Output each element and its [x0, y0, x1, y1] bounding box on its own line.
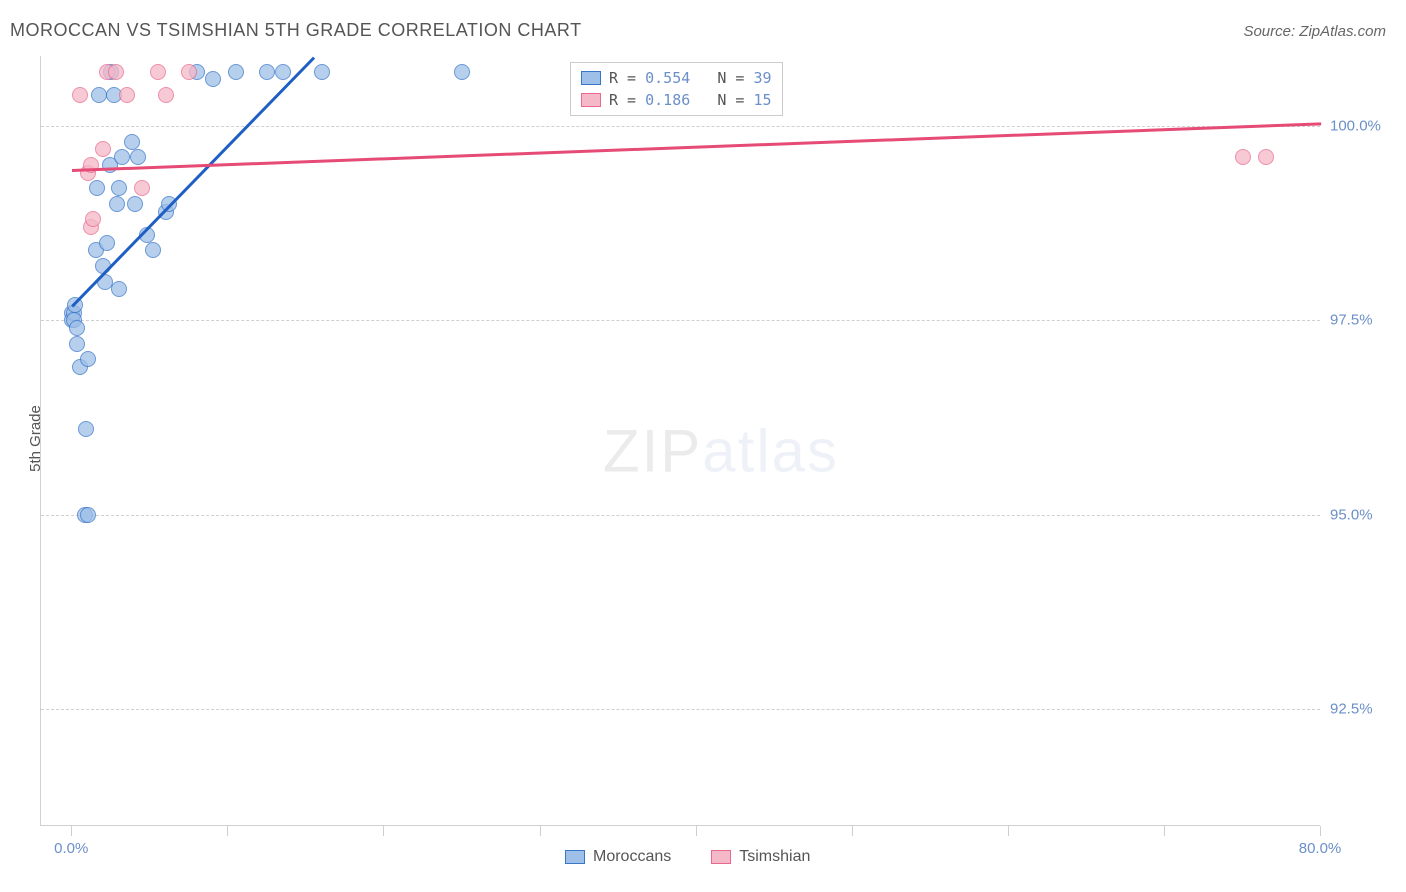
- data-point: [111, 180, 127, 196]
- x-tick-label: 0.0%: [54, 840, 88, 857]
- series-legend: Moroccans Tsimshian: [565, 848, 810, 866]
- chart-source: Source: ZipAtlas.com: [1243, 23, 1386, 40]
- data-point: [85, 211, 101, 227]
- x-tick: [1164, 826, 1165, 836]
- x-tick: [71, 826, 72, 836]
- x-tick: [696, 826, 697, 836]
- data-point: [454, 64, 470, 80]
- legend-item: Moroccans: [565, 848, 671, 866]
- stats-legend-text: R = 0.186 N = 15: [609, 91, 772, 109]
- grid-line: [41, 709, 1320, 710]
- data-point: [99, 235, 115, 251]
- data-point: [89, 180, 105, 196]
- data-point: [275, 64, 291, 80]
- chart-header: MOROCCAN VS TSIMSHIAN 5TH GRADE CORRELAT…: [10, 20, 1386, 41]
- data-point: [80, 507, 96, 523]
- trend-line: [72, 122, 1321, 171]
- plot-area: ZIPatlas: [40, 56, 1320, 826]
- y-tick-label: 95.0%: [1330, 506, 1373, 523]
- legend-label: Moroccans: [593, 848, 671, 866]
- stats-legend-text: R = 0.554 N = 39: [609, 69, 772, 87]
- data-point: [111, 281, 127, 297]
- data-point: [130, 149, 146, 165]
- data-point: [228, 64, 244, 80]
- data-point: [119, 87, 135, 103]
- data-point: [109, 196, 125, 212]
- stats-legend-box: R = 0.554 N = 39 R = 0.186 N = 15: [570, 62, 783, 116]
- watermark: ZIPatlas: [603, 417, 839, 486]
- legend-label: Tsimshian: [739, 848, 810, 866]
- x-tick: [227, 826, 228, 836]
- chart-title: MOROCCAN VS TSIMSHIAN 5TH GRADE CORRELAT…: [10, 20, 582, 41]
- data-point: [1235, 149, 1251, 165]
- y-tick-label: 92.5%: [1330, 701, 1373, 718]
- data-point: [145, 242, 161, 258]
- data-point: [314, 64, 330, 80]
- grid-line: [41, 126, 1320, 127]
- data-point: [91, 87, 107, 103]
- data-point: [69, 320, 85, 336]
- data-point: [114, 149, 130, 165]
- data-point: [181, 64, 197, 80]
- x-tick: [383, 826, 384, 836]
- y-tick-label: 100.0%: [1330, 118, 1381, 135]
- x-tick: [1320, 826, 1321, 836]
- data-point: [69, 336, 85, 352]
- grid-line: [41, 320, 1320, 321]
- x-tick: [1008, 826, 1009, 836]
- legend-item: Tsimshian: [711, 848, 810, 866]
- legend-swatch: [581, 93, 601, 107]
- data-point: [150, 64, 166, 80]
- stats-legend-row: R = 0.186 N = 15: [581, 89, 772, 111]
- legend-swatch: [581, 71, 601, 85]
- data-point: [124, 134, 140, 150]
- data-point: [95, 141, 111, 157]
- data-point: [134, 180, 150, 196]
- grid-line: [41, 515, 1320, 516]
- data-point: [205, 71, 221, 87]
- x-tick: [852, 826, 853, 836]
- y-tick-label: 97.5%: [1330, 312, 1373, 329]
- legend-swatch: [565, 850, 585, 864]
- data-point: [78, 421, 94, 437]
- data-point: [80, 351, 96, 367]
- legend-swatch: [711, 850, 731, 864]
- x-tick: [540, 826, 541, 836]
- data-point: [108, 64, 124, 80]
- data-point: [158, 87, 174, 103]
- data-point: [127, 196, 143, 212]
- data-point: [259, 64, 275, 80]
- data-point: [1258, 149, 1274, 165]
- stats-legend-row: R = 0.554 N = 39: [581, 67, 772, 89]
- data-point: [72, 87, 88, 103]
- x-tick-label: 80.0%: [1299, 840, 1342, 857]
